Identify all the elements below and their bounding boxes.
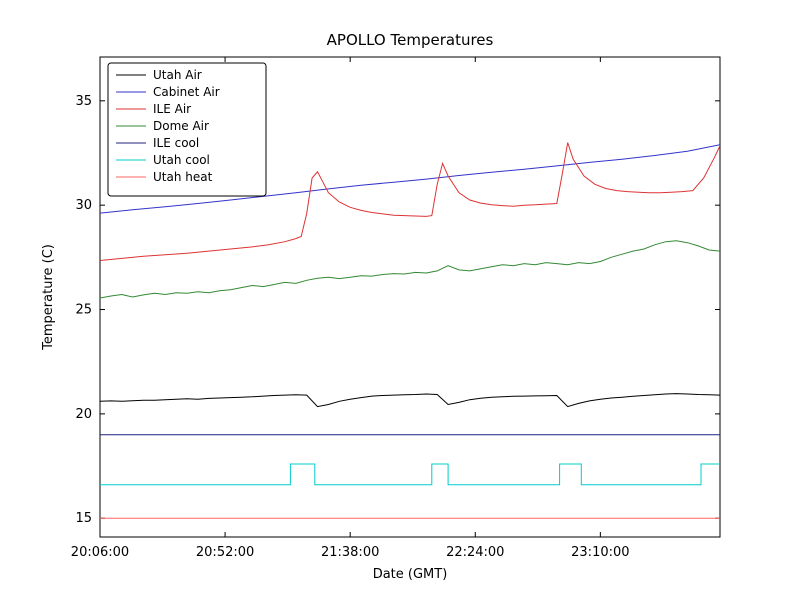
series-lines bbox=[100, 142, 720, 519]
legend-label: Utah Air bbox=[153, 68, 202, 82]
legend: Utah Air Cabinet Air ILE Air Dome Air ILE co… bbox=[107, 62, 267, 197]
legend-label: Utah cool bbox=[153, 153, 210, 167]
x-tick-label: 23:10:00 bbox=[571, 545, 629, 560]
series-line-cabinet-air bbox=[100, 144, 720, 214]
x-tick-label: 20:06:00 bbox=[71, 545, 129, 560]
legend-item-dome-air: Dome Air bbox=[116, 119, 209, 133]
x-tick-label: 20:52:00 bbox=[196, 545, 254, 560]
y-tick-label: 30 bbox=[75, 198, 92, 213]
x-tick-label: 22:24:00 bbox=[446, 545, 504, 560]
axis-ticks: 20:06:00 20:52:00 21:38:00 22:24:00 23:10:00… bbox=[71, 57, 720, 560]
series-line-utah-cool bbox=[100, 463, 720, 486]
y-tick-label: 20 bbox=[75, 407, 92, 422]
legend-label: Dome Air bbox=[153, 119, 209, 133]
legend-item-ile-cool: ILE cool bbox=[116, 136, 199, 150]
legend-item-cabinet-air: Cabinet Air bbox=[116, 85, 220, 99]
x-axis-label: Date (GMT) bbox=[373, 567, 448, 582]
chart-title: APOLLO Temperatures bbox=[327, 31, 494, 49]
legend-label: ILE cool bbox=[153, 136, 199, 150]
series-line-ile-air bbox=[100, 142, 720, 261]
y-axis-label: Temperature (C) bbox=[41, 244, 56, 351]
legend-item-ile-air: ILE Air bbox=[116, 102, 191, 116]
legend-label: Cabinet Air bbox=[153, 85, 220, 99]
legend-item-utah-cool: Utah cool bbox=[116, 153, 210, 167]
series-line-dome-air bbox=[100, 240, 720, 299]
legend-box bbox=[107, 62, 267, 197]
y-tick-label: 25 bbox=[75, 303, 92, 318]
plot-border bbox=[99, 56, 721, 538]
y-tick-label: 35 bbox=[75, 94, 92, 109]
legend-label: ILE Air bbox=[153, 102, 191, 116]
x-tick-label: 21:38:00 bbox=[321, 545, 379, 560]
legend-item-utah-heat: Utah heat bbox=[116, 170, 213, 184]
series-line-utah-air bbox=[100, 393, 720, 408]
y-tick-label: 15 bbox=[75, 511, 92, 526]
legend-item-utah-air: Utah Air bbox=[116, 68, 202, 82]
legend-label: Utah heat bbox=[153, 170, 213, 184]
